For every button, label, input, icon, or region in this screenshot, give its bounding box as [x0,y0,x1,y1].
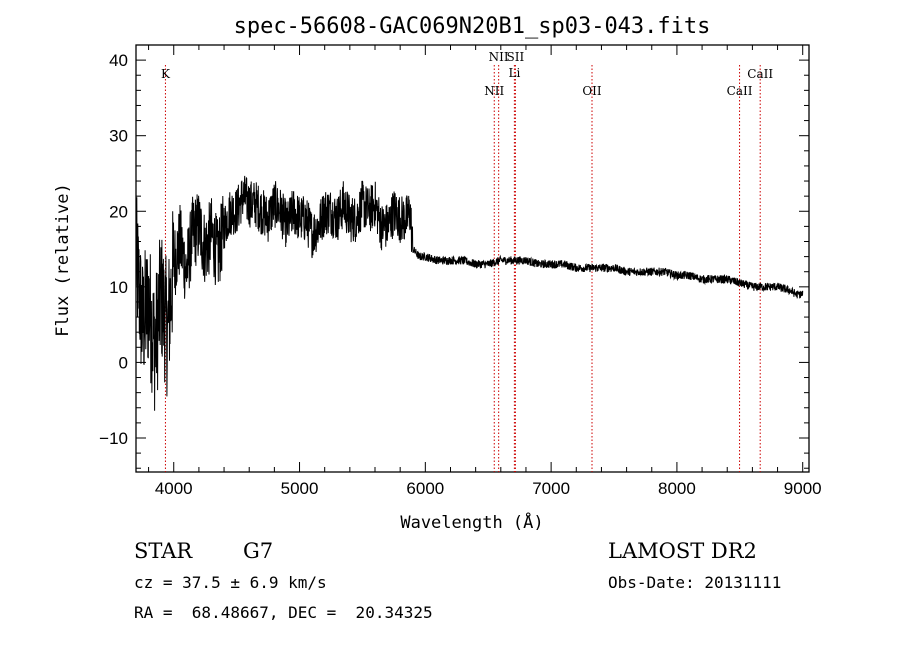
observation-date: Obs-Date: 20131111 [608,573,782,592]
line-label: OII [582,84,602,98]
y-tick-label: 0 [119,353,128,372]
spectrum-line [135,175,804,411]
object-subclass: G7 [243,539,274,563]
line-label: K [161,67,171,81]
line-label: NII [484,84,504,98]
redshift-text: cz = 37.5 ± 6.9 km/s [134,573,327,592]
x-tick-label: 7000 [532,479,570,498]
x-tick-label: 6000 [406,479,444,498]
x-tick-label: 5000 [281,479,319,498]
line-label: CaII [747,67,773,81]
data-release: LAMOST DR2 [608,539,757,563]
y-tick-label: 40 [109,51,128,70]
y-tick-label: 30 [109,127,128,146]
line-label: CaII [727,84,753,98]
y-axis-label: Flux (relative) [53,183,73,337]
axis-ticks: 4000 5000 6000 7000 8000 9000 −10 0 10 20 30 40 [99,44,822,498]
x-tick-label: 9000 [784,479,822,498]
y-tick-label: 10 [109,278,128,297]
line-label: Li [508,66,520,80]
object-class: STAR [134,539,193,563]
x-tick-label: 4000 [155,479,193,498]
coordinates-text: RA = 68.48667, DEC = 20.34325 [134,603,433,622]
line-label: SII [507,50,525,64]
y-tick-label: 20 [109,202,128,221]
x-tick-label: 8000 [658,479,696,498]
x-axis-label: Wavelength (Å) [400,511,543,533]
y-tick-label: −10 [99,429,128,448]
plot-frame [135,44,810,473]
spectrum-series [135,175,804,411]
line-label: NII [489,50,509,64]
chart-title: spec-56608-GAC069N20B1_sp03-043.fits [234,14,711,39]
